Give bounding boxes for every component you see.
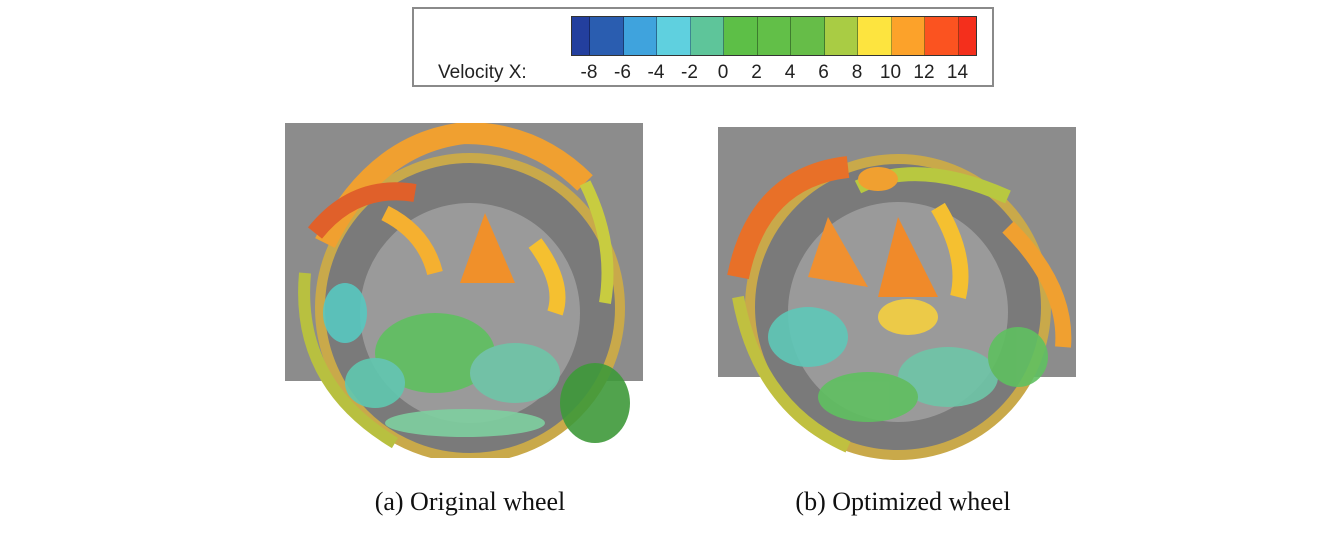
colorbar-tick-label: 14 [946, 62, 969, 83]
legend-title: Velocity X: [438, 62, 527, 83]
colorbar [571, 16, 977, 56]
colorbar-segment [824, 17, 858, 55]
caption-original-wheel: (a) Original wheel [374, 487, 566, 516]
colorbar-segment [958, 17, 976, 55]
colorbar-segment [858, 17, 892, 55]
colorbar-segment [724, 17, 758, 55]
colorbar-segment [690, 17, 724, 55]
colorbar-segment [623, 17, 657, 55]
colorbar-segment [590, 17, 624, 55]
colorbar-tick-label: -2 [681, 62, 698, 83]
colorbar-segment [757, 17, 791, 55]
caption-optimized-wheel: (b) Optimized wheel [795, 487, 1011, 516]
colorbar-segment [572, 17, 590, 55]
colorbar-tick-label: 6 [818, 62, 829, 83]
colorbar-tick-label: 10 [879, 62, 902, 83]
colorbar-tick-label: 12 [913, 62, 935, 83]
optimized-wheel-image [718, 127, 1076, 460]
colorbar-segment [925, 17, 959, 55]
colorbar-segment [891, 17, 925, 55]
colorbar-tick-label: -8 [580, 62, 598, 83]
colorbar-tick-label: 4 [784, 62, 796, 83]
velocity-colorbar-legend: Velocity X: -8 -6 -4 -2 0 2 4 6 8 10 12 14 [412, 7, 994, 87]
colorbar-segment [791, 17, 825, 55]
colorbar-tick-label: -6 [614, 62, 631, 83]
colorbar-tick-label: 2 [751, 62, 762, 83]
original-wheel-image [285, 123, 643, 458]
colorbar-tick-label: 8 [851, 62, 863, 83]
colorbar-tick-label: -4 [647, 62, 665, 83]
colorbar-tick-label: 0 [717, 62, 729, 83]
colorbar-segment [657, 17, 691, 55]
